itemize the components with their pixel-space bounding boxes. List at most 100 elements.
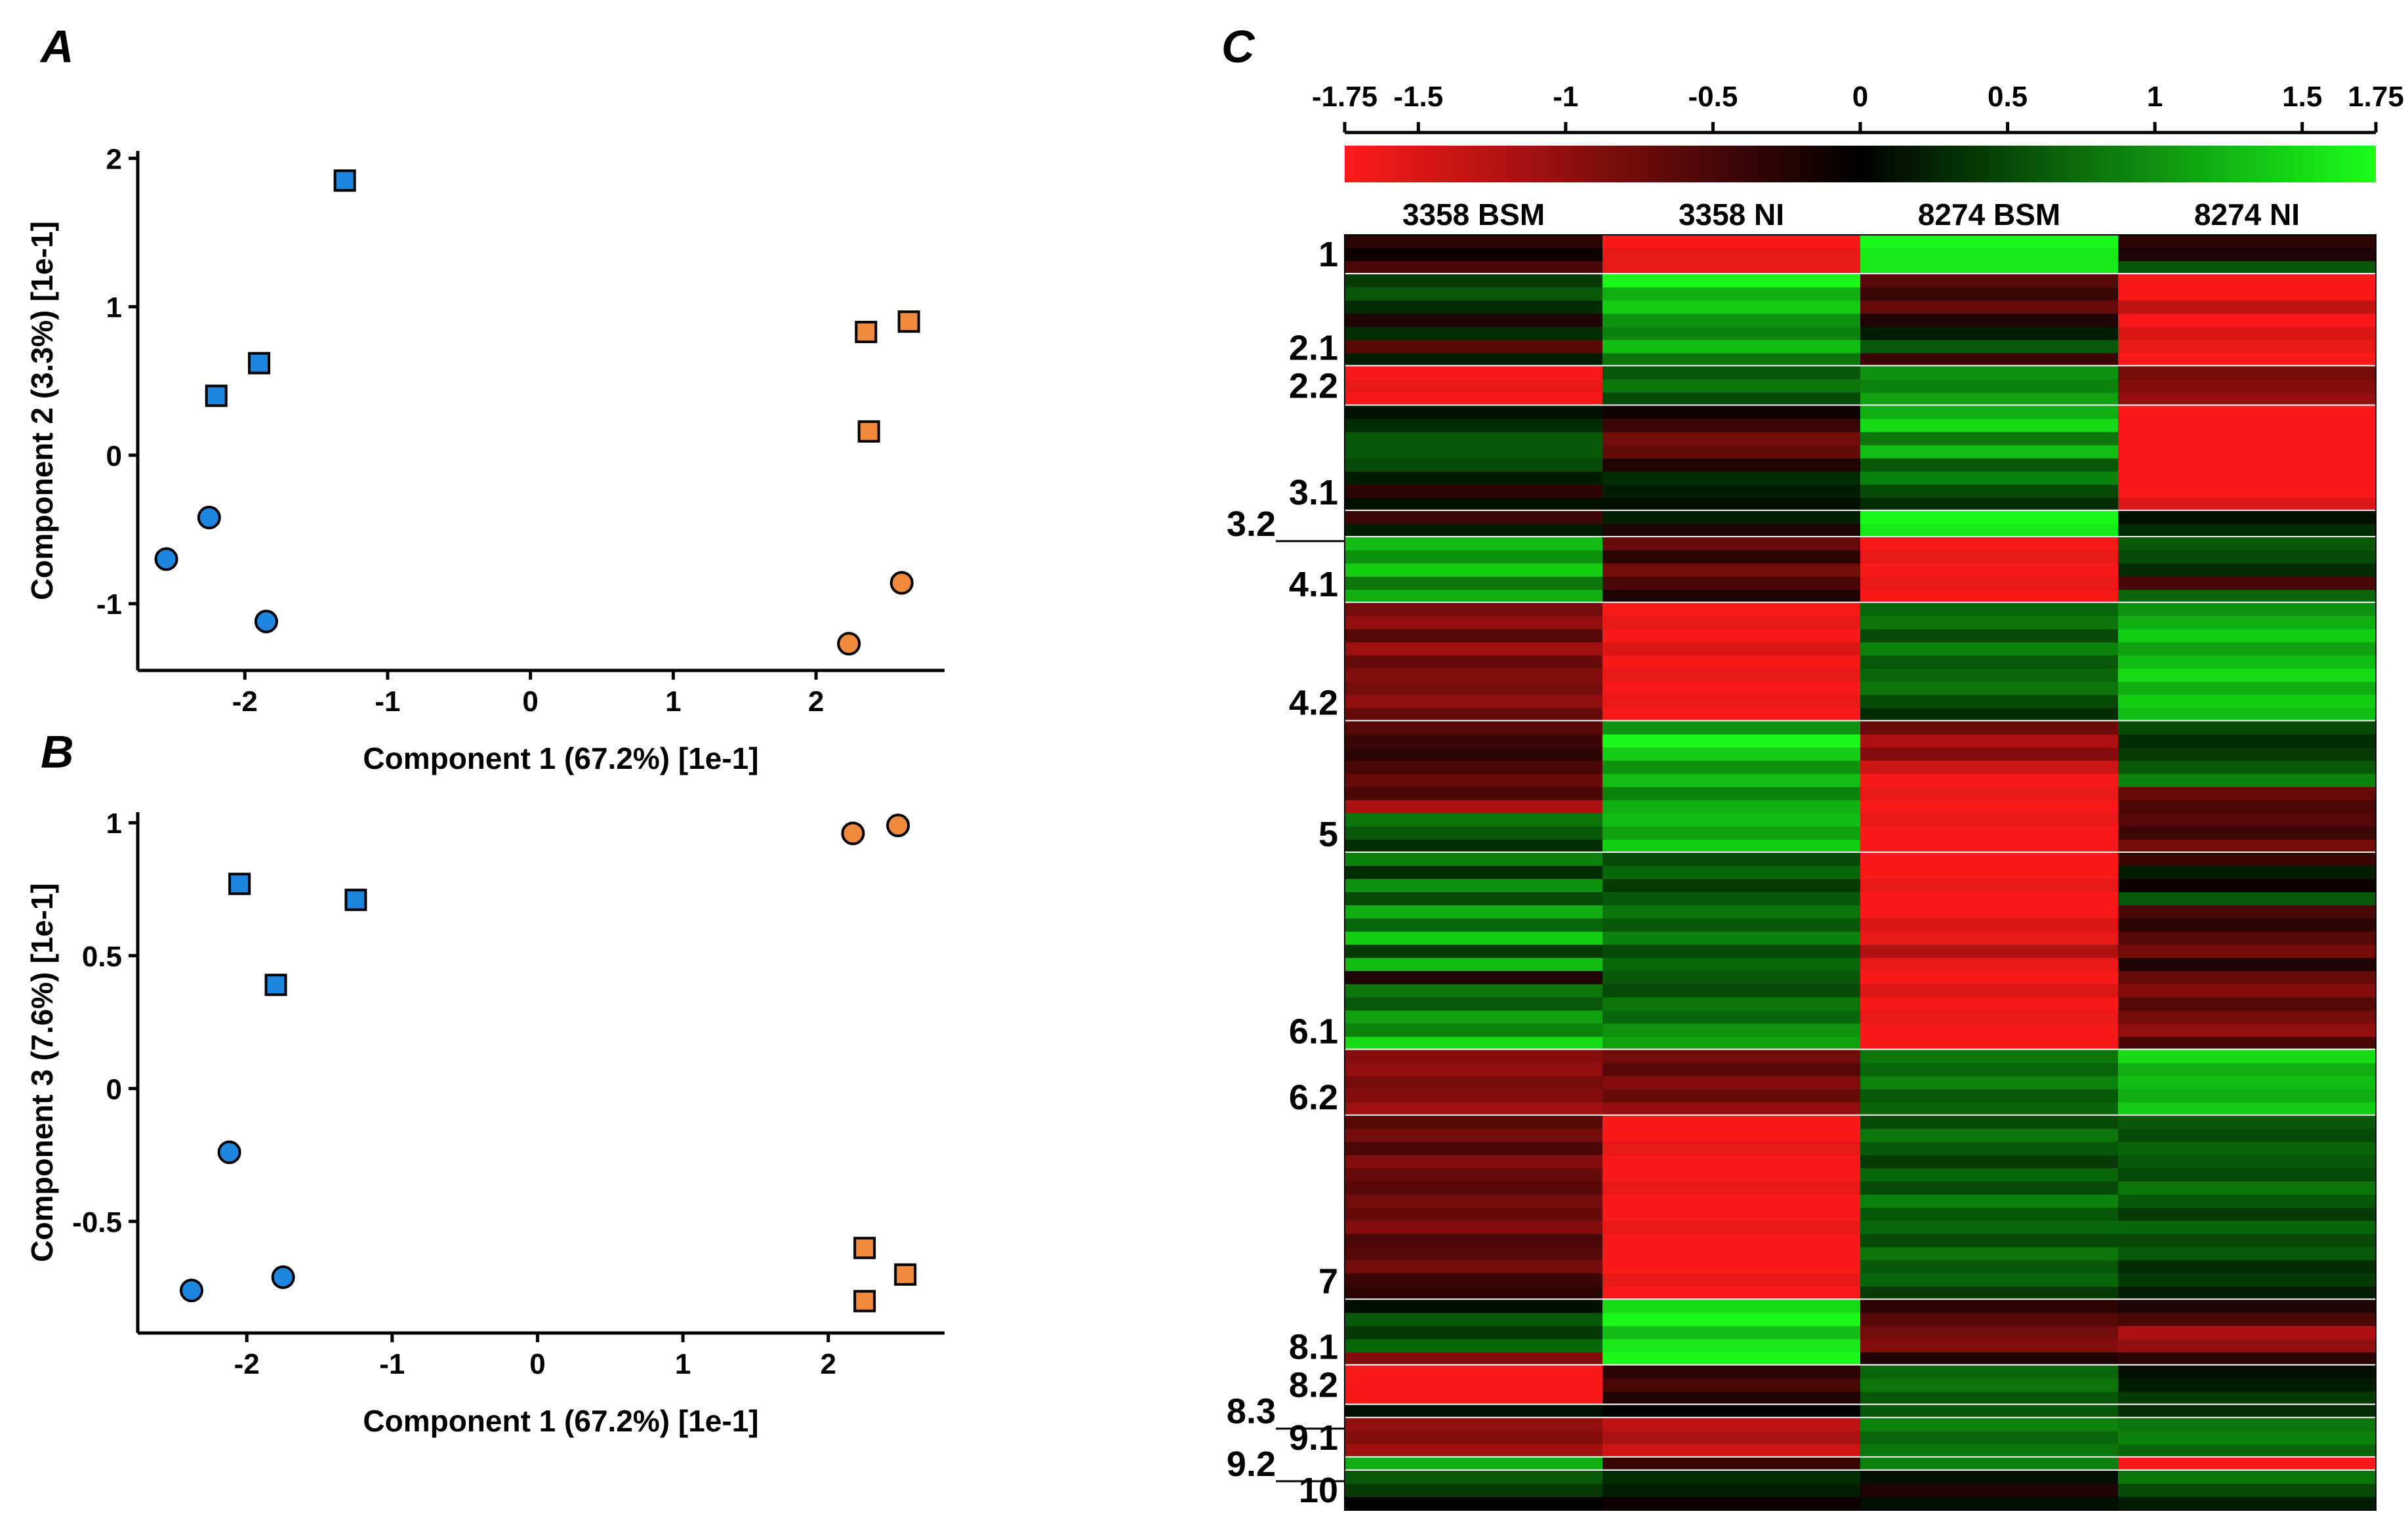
heatmap-cell [1345, 248, 1603, 262]
heatmap-cell [1602, 1286, 1861, 1300]
y-axis-label: Component 3 (7.6%) [1e-1] [25, 883, 59, 1262]
heatmap-cell [1602, 1260, 1861, 1274]
orange-square-point [857, 420, 880, 443]
heatmap-cell [2118, 1155, 2377, 1169]
heatmap-cell [1345, 1365, 1603, 1380]
heatmap-cell [1345, 1496, 1603, 1511]
heatmap-cell [1345, 1260, 1603, 1274]
heatmap-cell [1860, 550, 2119, 564]
blue-circle-point [154, 547, 178, 571]
heatmap-cell [1860, 419, 2119, 433]
cluster-label: 4.2 [1289, 684, 1338, 723]
heatmap-cell [1860, 1168, 2119, 1182]
heatmap-cell [1345, 550, 1603, 564]
heatmap-cell [2118, 865, 2377, 880]
orange-square-point [853, 1237, 876, 1260]
heatmap-cell [2118, 1036, 2377, 1051]
heatmap-cell [1345, 865, 1603, 880]
heatmap-cell [1345, 655, 1603, 669]
heatmap-cell [1860, 432, 2119, 446]
blue-square-point [333, 169, 356, 192]
heatmap-cell [2118, 577, 2377, 590]
heatmap-cell [1602, 1339, 1861, 1353]
heatmap-cell [1345, 1010, 1603, 1024]
x-tick-label: 1 [675, 1348, 691, 1380]
heatmap-cell [1345, 1378, 1603, 1393]
colorbar-ticks: -1.75 -1.5 -1 -0.5 0 0.5 1 1.5 1.75 [1312, 81, 2404, 133]
heatmap-cell [2118, 1457, 2377, 1471]
blue-square-point [264, 974, 287, 996]
heatmap-cell [1602, 839, 1861, 853]
heatmap-cell [1602, 484, 1861, 499]
heatmap-cell [1345, 577, 1603, 590]
orange-circle-point [837, 632, 861, 656]
heatmap-cell [2118, 248, 2377, 262]
heatmap-cell [1345, 1457, 1603, 1471]
heatmap-cell [1602, 1089, 1861, 1103]
heatmap-cell [2118, 760, 2377, 775]
heatmap-cell [2118, 1326, 2377, 1340]
heatmap-cell [1860, 734, 2119, 749]
heatmap-cell [1860, 1378, 2119, 1393]
heatmap-cell [1345, 642, 1603, 656]
blue-circle-point [254, 609, 278, 634]
heatmap-cell [2118, 616, 2377, 630]
heatmap-cell [2118, 366, 2377, 380]
heatmap-cell [1602, 314, 1861, 327]
heatmap-cell [1602, 879, 1861, 893]
heatmap-cell [1602, 1115, 1861, 1130]
heatmap-cell [1345, 800, 1603, 814]
heatmap-cell [1860, 1444, 2119, 1458]
heatmap-cell [2118, 1496, 2377, 1511]
heatmap-cell [1345, 616, 1603, 630]
colorbar-tick-label: 1.5 [2282, 81, 2322, 113]
heatmap-cell [1345, 1418, 1603, 1432]
x-tick-label: 1 [665, 686, 681, 718]
heatmap-cell [1860, 668, 2119, 682]
heatmap-cell [1860, 1010, 2119, 1024]
heatmap-cell [1860, 695, 2119, 708]
heatmap-cell [1345, 1431, 1603, 1445]
heatmap-cell [1860, 1023, 2119, 1038]
heatmap-cell [1345, 510, 1603, 525]
heatmap-cell [1602, 1470, 1861, 1485]
heatmap-border [1344, 234, 2377, 1511]
heatmap-cell [1345, 1221, 1603, 1235]
heatmap-cell [1602, 392, 1861, 407]
heatmap-cell [2118, 629, 2377, 643]
heatmap-cell [1345, 984, 1603, 998]
heatmap-cell [2118, 235, 2377, 249]
blue-square-point [228, 872, 251, 895]
heatmap-cell [1860, 800, 2119, 814]
heatmap-cell [1345, 721, 1603, 735]
heatmap-cell [1345, 537, 1603, 551]
colorbar-tick-label: 0 [1852, 81, 1868, 113]
heatmap-cell [2118, 1260, 2377, 1274]
heatmap-cell [1345, 1102, 1603, 1117]
heatmap-cell [2118, 314, 2377, 327]
heatmap-cell [1602, 642, 1861, 656]
heatmap-cell [1602, 773, 1861, 788]
heatmap-cell [1345, 1483, 1603, 1498]
heatmap-cell [1345, 1155, 1603, 1169]
heatmap-cell [1860, 1326, 2119, 1340]
cluster-label: 7 [1318, 1262, 1338, 1301]
heatmap-cell [1345, 1391, 1603, 1406]
y-tick-label: -0.5 [72, 1206, 122, 1239]
heatmap-cell [1860, 1483, 2119, 1498]
heatmap-cell [1860, 1300, 2119, 1313]
y-tick-label: 1 [106, 292, 122, 324]
heatmap-cell [1860, 1418, 2119, 1432]
heatmap-cell [1602, 958, 1861, 972]
heatmap-cell [1602, 564, 1861, 577]
heatmap-cell [1860, 261, 2119, 275]
heatmap-cell [1345, 695, 1603, 708]
heatmap-cell [1602, 445, 1861, 459]
heatmap-cell [1860, 1115, 2119, 1130]
heatmap-cell [1860, 287, 2119, 301]
heatmap-cell [2118, 971, 2377, 985]
heatmap-cell [1860, 1391, 2119, 1406]
heatmap-cell [1860, 1470, 2119, 1485]
heatmap-cell [1345, 1208, 1603, 1221]
cluster-label: 8.1 [1289, 1328, 1338, 1367]
